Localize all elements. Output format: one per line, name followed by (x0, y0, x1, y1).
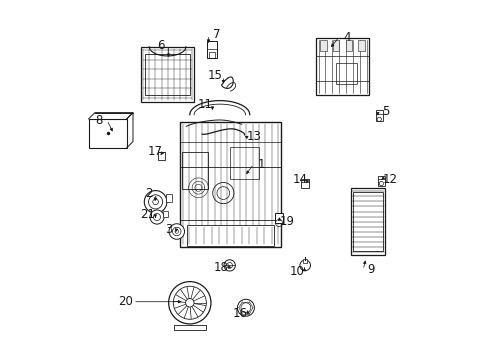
Text: 12: 12 (382, 173, 397, 186)
Bar (320, 40, 326, 51)
Circle shape (153, 213, 160, 221)
Text: 7: 7 (212, 28, 220, 41)
Text: 17: 17 (148, 145, 163, 158)
Text: 5: 5 (381, 105, 388, 118)
Circle shape (144, 190, 166, 213)
Text: 4: 4 (343, 31, 350, 44)
Bar (316, 38, 368, 95)
Bar (358, 40, 364, 51)
Bar (166, 194, 171, 202)
Circle shape (241, 303, 250, 312)
Bar (332, 40, 339, 51)
Text: 11: 11 (197, 98, 212, 111)
Text: 16: 16 (232, 307, 247, 320)
Bar (158, 152, 164, 161)
Text: 6: 6 (157, 39, 164, 52)
Bar (182, 152, 207, 189)
Bar (377, 176, 384, 186)
Text: 20: 20 (118, 295, 132, 308)
Bar (163, 211, 168, 217)
Circle shape (150, 210, 164, 224)
Text: 18: 18 (214, 261, 228, 274)
Circle shape (172, 227, 181, 236)
Circle shape (226, 262, 232, 268)
Bar (208, 51, 215, 58)
Bar (230, 147, 258, 179)
Bar (207, 41, 217, 58)
Bar (174, 325, 205, 330)
Circle shape (237, 299, 254, 316)
Bar (275, 213, 283, 223)
Text: 8: 8 (95, 113, 102, 126)
Text: 19: 19 (280, 215, 294, 228)
Bar (145, 54, 189, 95)
Text: 21: 21 (140, 208, 155, 221)
Bar (187, 225, 273, 246)
Circle shape (299, 260, 310, 271)
Text: 2: 2 (144, 187, 152, 200)
Circle shape (224, 260, 235, 271)
Text: 10: 10 (289, 265, 304, 278)
Bar (375, 110, 382, 121)
Circle shape (173, 286, 206, 319)
Bar (141, 47, 193, 102)
Bar (88, 119, 126, 148)
Bar (345, 40, 351, 51)
Circle shape (175, 230, 178, 233)
Text: 13: 13 (246, 130, 261, 143)
Circle shape (148, 195, 163, 209)
Text: 1: 1 (257, 158, 264, 171)
Bar (350, 189, 385, 255)
Bar (335, 63, 356, 84)
Text: 14: 14 (292, 173, 307, 186)
Bar (180, 122, 280, 247)
Circle shape (169, 224, 184, 239)
Circle shape (168, 282, 210, 324)
Circle shape (185, 298, 194, 307)
Text: 3: 3 (164, 223, 172, 236)
Text: 15: 15 (208, 69, 223, 82)
Bar (352, 192, 382, 251)
Bar (303, 259, 306, 263)
Bar (301, 179, 308, 189)
Text: 9: 9 (366, 264, 374, 276)
Circle shape (152, 199, 158, 205)
